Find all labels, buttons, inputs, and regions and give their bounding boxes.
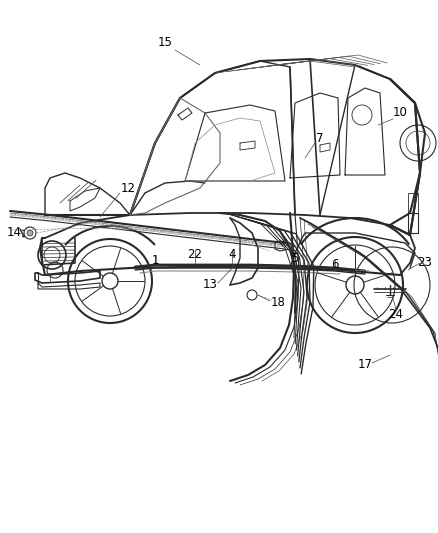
Text: 7: 7 (316, 132, 324, 144)
Text: 5: 5 (291, 253, 299, 265)
Text: 22: 22 (187, 248, 202, 262)
Circle shape (27, 230, 33, 236)
Text: 24: 24 (389, 309, 403, 321)
Text: 6: 6 (331, 259, 339, 271)
Text: 4: 4 (228, 248, 236, 262)
Text: 17: 17 (357, 359, 372, 372)
Text: 1: 1 (151, 254, 159, 268)
Text: 12: 12 (120, 182, 135, 195)
Text: 10: 10 (392, 107, 407, 119)
Text: 23: 23 (417, 256, 432, 270)
Text: 13: 13 (202, 279, 217, 292)
Text: 14: 14 (7, 227, 21, 239)
Text: 15: 15 (158, 36, 173, 50)
Text: 18: 18 (271, 296, 286, 310)
